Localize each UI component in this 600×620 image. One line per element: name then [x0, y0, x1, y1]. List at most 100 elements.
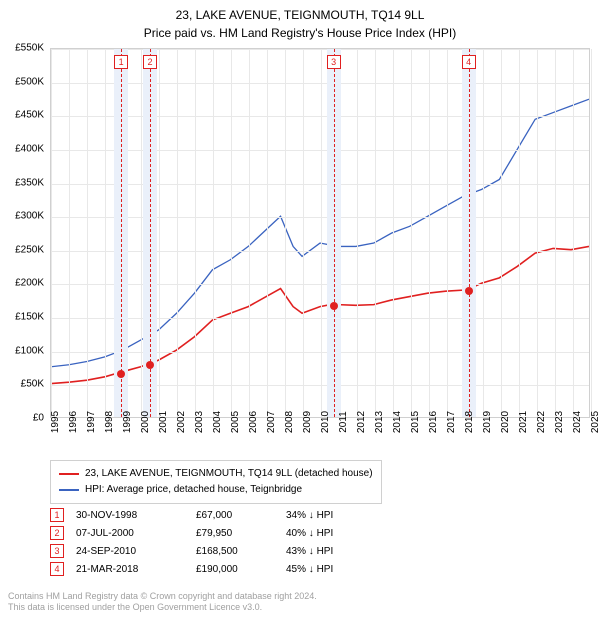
- y-tick-label: £550K: [15, 43, 44, 54]
- series-line: [51, 246, 589, 383]
- v-gridline: [267, 49, 268, 417]
- v-gridline: [357, 49, 358, 417]
- y-tick-label: £500K: [15, 76, 44, 87]
- v-gridline: [231, 49, 232, 417]
- y-tick-label: £150K: [15, 312, 44, 323]
- sale-dot: [330, 302, 338, 310]
- v-gridline: [213, 49, 214, 417]
- y-tick-label: £250K: [15, 244, 44, 255]
- v-gridline: [51, 49, 52, 417]
- footer-line-2: This data is licensed under the Open Gov…: [8, 602, 317, 614]
- x-tick-label: 2019: [482, 411, 493, 433]
- v-gridline: [519, 49, 520, 417]
- event-marker-label: 1: [114, 55, 128, 69]
- sale-index-box: 2: [50, 526, 64, 540]
- sale-price: £79,950: [196, 524, 286, 542]
- x-tick-label: 2005: [230, 411, 241, 433]
- x-tick-label: 2001: [158, 411, 169, 433]
- v-gridline: [501, 49, 502, 417]
- chart-lines-svg: [51, 49, 589, 417]
- sale-index-box: 3: [50, 544, 64, 558]
- legend-item: 23, LAKE AVENUE, TEIGNMOUTH, TQ14 9LL (d…: [59, 466, 373, 482]
- x-tick-label: 2020: [500, 411, 511, 433]
- v-gridline: [411, 49, 412, 417]
- sale-date: 30-NOV-1998: [76, 506, 196, 524]
- x-tick-label: 2021: [518, 411, 529, 433]
- sale-date: 24-SEP-2010: [76, 542, 196, 560]
- x-tick-label: 2022: [536, 411, 547, 433]
- x-tick-label: 2010: [320, 411, 331, 433]
- y-tick-label: £400K: [15, 143, 44, 154]
- v-gridline: [285, 49, 286, 417]
- x-tick-label: 1997: [86, 411, 97, 433]
- h-gridline: [51, 184, 589, 185]
- event-marker-label: 4: [462, 55, 476, 69]
- x-tick-label: 2015: [410, 411, 421, 433]
- v-gridline: [447, 49, 448, 417]
- v-gridline: [393, 49, 394, 417]
- h-gridline: [51, 49, 589, 50]
- footer: Contains HM Land Registry data © Crown c…: [8, 591, 317, 614]
- v-gridline: [555, 49, 556, 417]
- legend: 23, LAKE AVENUE, TEIGNMOUTH, TQ14 9LL (d…: [50, 460, 382, 504]
- v-gridline: [573, 49, 574, 417]
- x-tick-label: 2002: [176, 411, 187, 433]
- x-tick-label: 2025: [590, 411, 600, 433]
- x-tick-label: 2023: [554, 411, 565, 433]
- x-tick-label: 2003: [194, 411, 205, 433]
- y-tick-label: £50K: [21, 379, 44, 390]
- sales-row: 324-SEP-2010£168,50043% ↓ HPI: [50, 542, 345, 560]
- event-line: [121, 49, 122, 417]
- event-line: [469, 49, 470, 417]
- sale-dot: [465, 287, 473, 295]
- sale-dot: [146, 361, 154, 369]
- event-marker-label: 2: [143, 55, 157, 69]
- x-tick-label: 2017: [446, 411, 457, 433]
- v-gridline: [303, 49, 304, 417]
- v-gridline: [249, 49, 250, 417]
- h-gridline: [51, 217, 589, 218]
- x-tick-label: 2013: [374, 411, 385, 433]
- v-gridline: [591, 49, 592, 417]
- h-gridline: [51, 352, 589, 353]
- sale-date: 21-MAR-2018: [76, 560, 196, 578]
- sales-table: 130-NOV-1998£67,00034% ↓ HPI207-JUL-2000…: [50, 506, 345, 578]
- x-tick-label: 2000: [140, 411, 151, 433]
- sale-delta: 43% ↓ HPI: [286, 542, 345, 560]
- sale-price: £190,000: [196, 560, 286, 578]
- h-gridline: [51, 318, 589, 319]
- y-tick-label: £300K: [15, 211, 44, 222]
- event-line: [334, 49, 335, 417]
- x-tick-label: 1999: [122, 411, 133, 433]
- event-marker-label: 3: [327, 55, 341, 69]
- x-tick-label: 1998: [104, 411, 115, 433]
- h-gridline: [51, 385, 589, 386]
- y-tick-label: £350K: [15, 177, 44, 188]
- v-gridline: [69, 49, 70, 417]
- series-line: [51, 99, 589, 367]
- title-line-2: Price paid vs. HM Land Registry's House …: [0, 24, 600, 42]
- footer-line-1: Contains HM Land Registry data © Crown c…: [8, 591, 317, 603]
- v-gridline: [375, 49, 376, 417]
- v-gridline: [141, 49, 142, 417]
- x-tick-label: 2024: [572, 411, 583, 433]
- sales-row: 130-NOV-1998£67,00034% ↓ HPI: [50, 506, 345, 524]
- v-gridline: [483, 49, 484, 417]
- x-tick-label: 2006: [248, 411, 259, 433]
- title-block: 23, LAKE AVENUE, TEIGNMOUTH, TQ14 9LL Pr…: [0, 0, 600, 42]
- legend-swatch: [59, 489, 79, 491]
- sales-row: 207-JUL-2000£79,95040% ↓ HPI: [50, 524, 345, 542]
- x-tick-label: 2009: [302, 411, 313, 433]
- x-tick-label: 2016: [428, 411, 439, 433]
- x-tick-label: 2011: [338, 411, 349, 433]
- legend-label: HPI: Average price, detached house, Teig…: [85, 482, 302, 498]
- v-gridline: [321, 49, 322, 417]
- x-tick-label: 2004: [212, 411, 223, 433]
- x-tick-label: 1995: [50, 411, 61, 433]
- x-tick-label: 1996: [68, 411, 79, 433]
- h-gridline: [51, 83, 589, 84]
- v-gridline: [105, 49, 106, 417]
- v-gridline: [537, 49, 538, 417]
- v-gridline: [429, 49, 430, 417]
- h-gridline: [51, 150, 589, 151]
